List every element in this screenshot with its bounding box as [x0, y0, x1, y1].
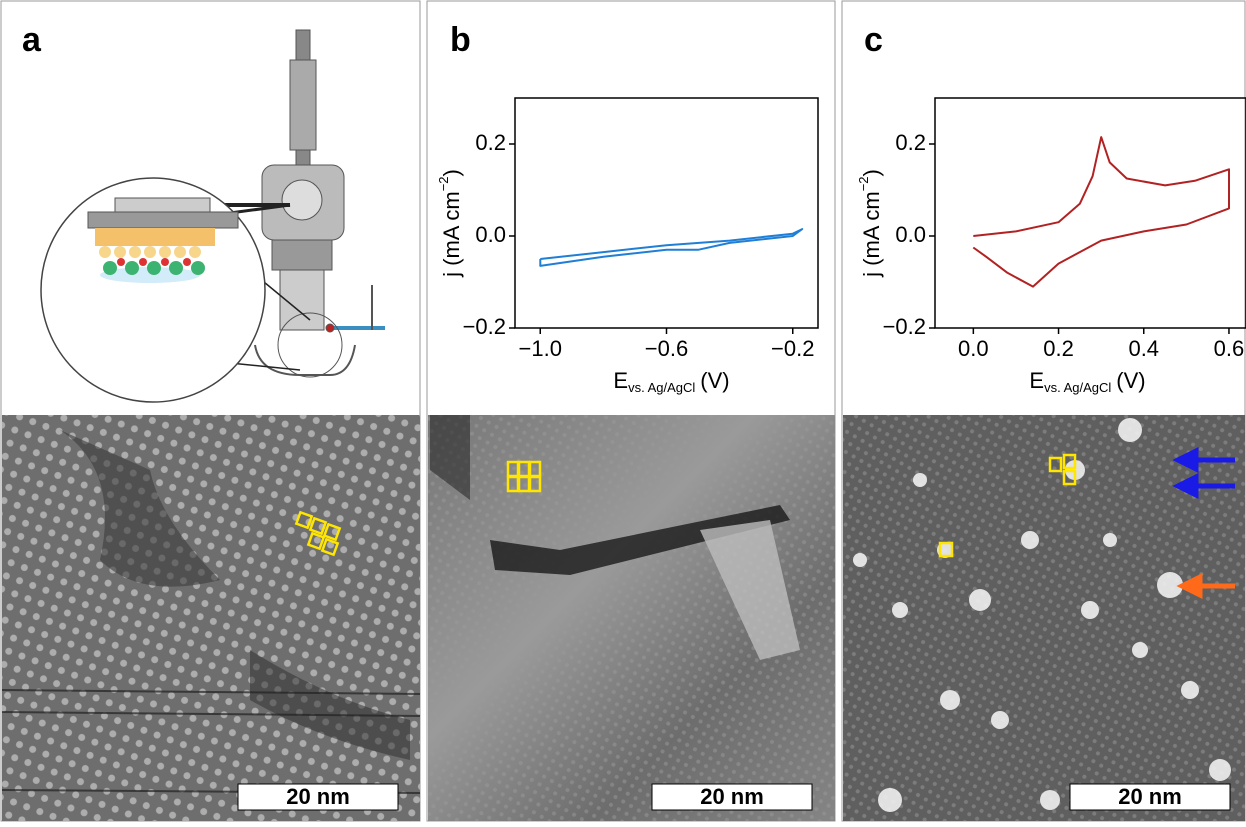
y-axis-label: j (mA cm−2)	[856, 169, 883, 278]
panel-label: a	[22, 21, 42, 59]
x-axis-label-part: (V)	[700, 368, 729, 393]
plot-frame	[934, 97, 1246, 329]
x-tick-label: −1.0	[519, 336, 562, 361]
scale-bar	[237, 783, 399, 811]
y-tick-label: −0.2	[883, 314, 926, 339]
cv-curve	[539, 228, 804, 267]
y-axis-label-part: j (mA cm	[439, 191, 464, 278]
stm-image-a	[1, 415, 421, 821]
x-axis-label-part: E	[613, 368, 628, 393]
stm-image-c	[843, 415, 1245, 821]
x-tick-label: −0.6	[645, 336, 688, 361]
x-tick-label: −0.2	[771, 336, 814, 361]
x-tick-label: 0.0	[958, 336, 989, 361]
scale-bar-label: 20 nm	[286, 784, 350, 809]
y-axis-label: j (mA cm−2)	[436, 169, 463, 278]
y-axis-label-part: j (mA cm	[859, 191, 884, 278]
scale-bar-label: 20 nm	[1118, 784, 1182, 809]
scale-bar-label: 20 nm	[700, 784, 764, 809]
x-axis-label-sub: vs. Ag/AgCl	[628, 380, 695, 395]
x-tick-label: 0.6	[1214, 336, 1245, 361]
plot-frame	[514, 97, 819, 329]
x-axis-label-sub: vs. Ag/AgCl	[1044, 380, 1111, 395]
y-tick-label: 0.0	[895, 222, 926, 247]
panel-label: b	[450, 21, 471, 59]
scale-bar	[1069, 783, 1231, 811]
y-axis-label-part: )	[859, 169, 884, 176]
x-axis-label: Evs. Ag/AgCl (V)	[1029, 368, 1145, 396]
x-tick-label: 0.4	[1128, 336, 1159, 361]
x-tick-label: 0.2	[1043, 336, 1074, 361]
x-axis-label-part: (V)	[1116, 368, 1145, 393]
x-axis-label-part: E	[1029, 368, 1044, 393]
panel-label: c	[864, 21, 883, 59]
y-tick-label: −0.2	[463, 314, 506, 339]
y-tick-label: 0.0	[475, 222, 506, 247]
stm-image-b	[428, 415, 835, 821]
y-axis-label-part: )	[439, 169, 464, 176]
cv-curve	[972, 136, 1230, 288]
apparatus-diagram	[40, 29, 385, 403]
x-axis-label: Evs. Ag/AgCl (V)	[613, 368, 729, 396]
y-axis-label-part: −2	[856, 176, 871, 191]
y-axis-label-part: −2	[436, 176, 451, 191]
y-tick-label: 0.2	[475, 130, 506, 155]
scale-bar	[651, 783, 813, 811]
y-tick-label: 0.2	[895, 130, 926, 155]
